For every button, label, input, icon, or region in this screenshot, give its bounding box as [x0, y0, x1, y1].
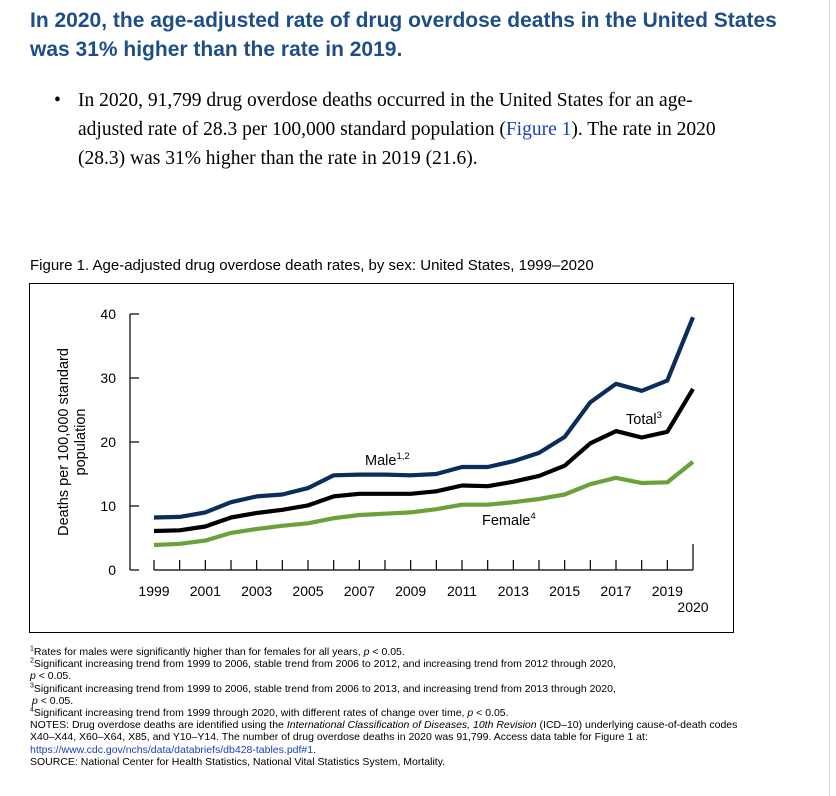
- series-label-superscript: 4: [530, 511, 535, 522]
- footnote-2: 2Significant increasing trend from 1999 …: [30, 657, 616, 683]
- line-chart: 0 10 20 30 40 Deaths per 100,000 standardpopu…: [56, 306, 709, 615]
- x-tick-label: 2017: [600, 583, 631, 599]
- x-tick-label: 2003: [241, 583, 272, 599]
- finding-text-start: In 2020, 91,799 drug overdose deaths occ…: [78, 90, 693, 140]
- series-line-total: [153, 387, 695, 534]
- notes-paragraph: NOTES: Drug overdose deaths are identifi…: [30, 719, 738, 756]
- y-tick-label: 10: [100, 498, 116, 514]
- figure-1-link[interactable]: Figure 1: [505, 119, 572, 140]
- figure-caption: Figure 1. Age-adjusted drug overdose dea…: [30, 257, 594, 274]
- x-tick-label: 2013: [498, 583, 529, 599]
- page-title: In 2020, the age-adjusted rate of drug o…: [30, 9, 777, 61]
- y-tick-label: 30: [100, 370, 116, 386]
- series-label-total: Total3: [626, 410, 662, 428]
- y-axis-title-line-2: population: [73, 409, 89, 476]
- x-tick-label: 2015: [549, 583, 580, 599]
- x-tick-label: 2007: [344, 583, 375, 599]
- x-tick-label: 2019: [652, 583, 683, 599]
- data-table-link[interactable]: https://www.cdc.gov/nchs/data/databriefs…: [30, 743, 314, 756]
- key-findings-list: • In 2020, 91,799 drug overdose deaths o…: [50, 86, 750, 173]
- series-label-superscript: 1,2: [396, 451, 409, 462]
- footnote-1: 1Rates for males were significantly high…: [30, 645, 405, 659]
- source-line: SOURCE: National Center for Health Stati…: [30, 755, 446, 768]
- finding-bullet: • In 2020, 91,799 drug overdose deaths o…: [50, 86, 750, 173]
- bullet-icon: •: [54, 90, 61, 111]
- y-axis-title-line-1: Deaths per 100,000 standard: [56, 348, 72, 536]
- finding-text-end: ). The rate in 2020 (28.3) was 31% highe…: [78, 119, 716, 169]
- series-label-superscript: 3: [657, 410, 662, 421]
- x-tick-label: 2005: [292, 583, 323, 599]
- footnote-4: 4Significant increasing trend from 1999 …: [30, 706, 509, 720]
- footnotes: 1Rates for males were significantly high…: [30, 646, 760, 768]
- x-tick-label: 2009: [395, 583, 426, 599]
- x-tick-label: 2001: [190, 583, 221, 599]
- x-tick-label: 2011: [447, 583, 477, 599]
- y-axis-title: Deaths per 100,000 standardpopulation: [56, 348, 89, 536]
- y-tick-label: 0: [108, 562, 116, 578]
- y-tick-label: 40: [100, 306, 116, 322]
- series-line-female: [153, 460, 695, 548]
- x-tick-label: 2020: [677, 599, 708, 615]
- y-tick-label: 20: [100, 434, 116, 450]
- series-label-female: Female4: [482, 511, 536, 529]
- chart-frame: 0 10 20 30 40 Deaths per 100,000 standardpopu…: [29, 283, 734, 633]
- x-tick-label: 1999: [138, 583, 169, 599]
- footnote-3: 3Significant increasing trend from 1999 …: [30, 682, 616, 707]
- series-line-male: [153, 316, 695, 520]
- page-edge-divider: [829, 0, 830, 796]
- series-label-male: Male1,2: [365, 451, 410, 469]
